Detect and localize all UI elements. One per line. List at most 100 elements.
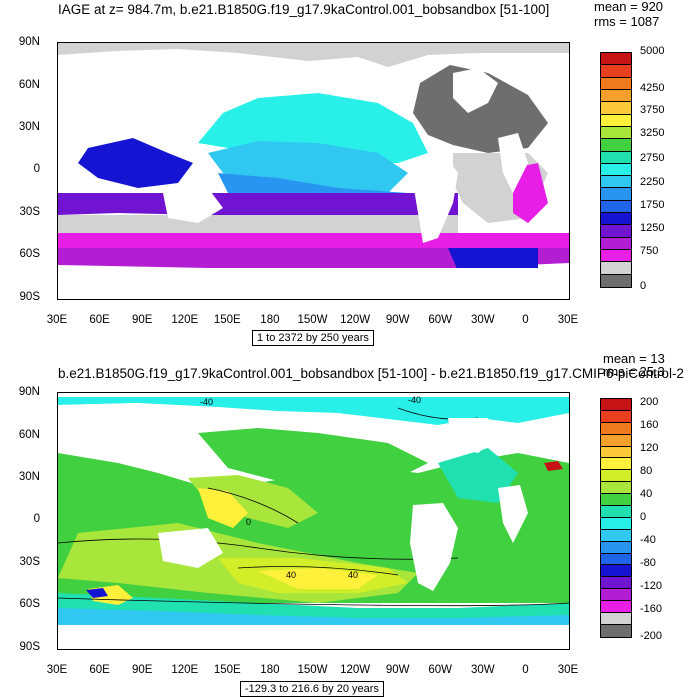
bottom-colorbar-label: -40 (640, 534, 656, 546)
top-colorbar-label: 1250 (640, 222, 665, 234)
bottom-lon-label: 30E (557, 664, 579, 676)
colorbar-swatch (601, 541, 631, 554)
bottom-lon-label: 60E (89, 664, 110, 676)
colorbar-swatch (601, 262, 631, 275)
bottom-lon-label: 180 (260, 664, 280, 676)
colorbar-swatch (601, 188, 631, 201)
top-range-label: 1 to 2372 by 250 years (252, 330, 374, 346)
colorbar-swatch (601, 176, 631, 189)
colorbar-swatch (601, 65, 631, 78)
contour-label: 0 (246, 517, 251, 527)
bottom-colorbar-label: 80 (640, 465, 653, 477)
colorbar-swatch (601, 139, 631, 152)
top-lon-label: 60W (428, 314, 453, 326)
colorbar-swatch (601, 624, 631, 637)
colorbar-swatch (601, 470, 631, 483)
top-lon-label: 30E (557, 314, 579, 326)
bottom-lat-label: 90N (18, 386, 40, 398)
colorbar-swatch (601, 213, 631, 226)
colorbar-swatch (601, 458, 631, 471)
bottom-lon-label: 30E (46, 664, 68, 676)
bottom-colorbar-label: 200 (640, 396, 659, 408)
bottom-lon-label: 120E (171, 664, 199, 676)
top-colorbar-label: 1750 (640, 199, 665, 211)
colorbar-swatch (601, 577, 631, 590)
bottom-colorbar-label: -200 (640, 630, 663, 642)
colorbar-swatch (601, 102, 631, 115)
bottom-lon-label: 120W (340, 664, 371, 676)
colorbar-swatch (601, 422, 631, 435)
colorbar-swatch (601, 151, 631, 164)
top-lat-label: 60S (19, 248, 40, 260)
top-rms-stat: rms = 1087 (594, 14, 660, 29)
bottom-lon-label: 0 (522, 664, 529, 676)
bottom-lat-label: 60N (18, 429, 40, 441)
bottom-lon-label: 150W (297, 664, 328, 676)
bottom-colorbar-label: 0 (640, 511, 647, 523)
bottom-rms-stat: rms = 25.3 (603, 364, 665, 379)
top-colorbar (600, 52, 632, 288)
colorbar-swatch (601, 89, 631, 103)
colorbar-swatch (601, 529, 631, 542)
colorbar-swatch (601, 274, 631, 287)
top-lat-label: 0 (33, 163, 40, 175)
colorbar-swatch (601, 77, 631, 90)
top-lon-label: 180 (260, 314, 280, 326)
top-lon-label: 150E (213, 314, 241, 326)
colorbar-swatch (601, 410, 631, 423)
contour-label: 40 (348, 570, 358, 580)
top-map-canvas (58, 43, 569, 299)
colorbar-swatch (601, 517, 631, 530)
bottom-colorbar-label: 40 (640, 488, 653, 500)
top-map-frame (57, 42, 570, 300)
bottom-range-label: -129.3 to 216.6 by 20 years (240, 681, 384, 697)
colorbar-swatch (601, 114, 631, 127)
colorbar-swatch (601, 494, 631, 507)
bottom-colorbar (600, 398, 632, 638)
top-colorbar-label: 750 (640, 245, 659, 257)
colorbar-swatch (601, 446, 631, 459)
top-lat-label: 90S (19, 291, 40, 303)
bottom-colorbar-label: -120 (640, 580, 663, 592)
top-colorbar-label: 3250 (640, 127, 665, 139)
bottom-map-frame: -40 40 40 -40 0 (57, 392, 570, 650)
top-lon-label: 120E (171, 314, 199, 326)
bottom-map-canvas: -40 40 40 -40 0 (58, 395, 569, 649)
bottom-lat-label: 60S (19, 598, 40, 610)
top-lon-label: 120W (340, 314, 371, 326)
bottom-colorbar-label: -80 (640, 557, 656, 569)
top-colorbar-label: 5000 (640, 45, 665, 57)
bottom-mean-stat: mean = 13 (603, 351, 665, 366)
bottom-lon-label: 30W (470, 664, 495, 676)
top-colorbar-label: 2250 (640, 176, 665, 188)
colorbar-swatch (601, 601, 631, 614)
colorbar-swatch (601, 200, 631, 214)
colorbar-swatch (601, 482, 631, 495)
top-map-panel: IAGE at z= 984.7m, b.e21.B1850G.f19_g17.… (18, 0, 665, 346)
top-lon-label: 0 (522, 314, 529, 326)
top-colorbar-label: 0 (640, 280, 647, 292)
colorbar-swatch (601, 589, 631, 602)
colorbar-swatch (601, 250, 631, 263)
contour-label: 40 (286, 570, 296, 580)
contour-label: -40 (200, 397, 213, 407)
top-colorbar-label: 3750 (640, 104, 665, 116)
top-lat-label: 60N (18, 79, 40, 91)
colorbar-swatch (601, 613, 631, 625)
top-lon-label: 60E (89, 314, 110, 326)
top-lat-label: 30S (19, 206, 40, 218)
bottom-lat-label: 30N (18, 471, 40, 483)
colorbar-swatch (601, 126, 631, 140)
top-lat-label: 30N (18, 121, 40, 133)
colorbar-swatch (601, 506, 631, 518)
bottom-map-panel: b.e21.B1850G.f19_g17.9kaControl.001_bobs… (0, 350, 700, 700)
top-lon-label: 90W (385, 314, 410, 326)
top-colorbar-label: 4250 (640, 82, 665, 94)
bottom-lat-label: 90S (19, 641, 40, 653)
top-lon-label: 30W (470, 314, 495, 326)
contour-label: -40 (408, 395, 421, 405)
colorbar-swatch (601, 225, 631, 238)
bottom-colorbar-label: 160 (640, 419, 659, 431)
top-lat-label: 90N (18, 36, 40, 48)
top-mean-stat: mean = 920 (594, 0, 664, 14)
